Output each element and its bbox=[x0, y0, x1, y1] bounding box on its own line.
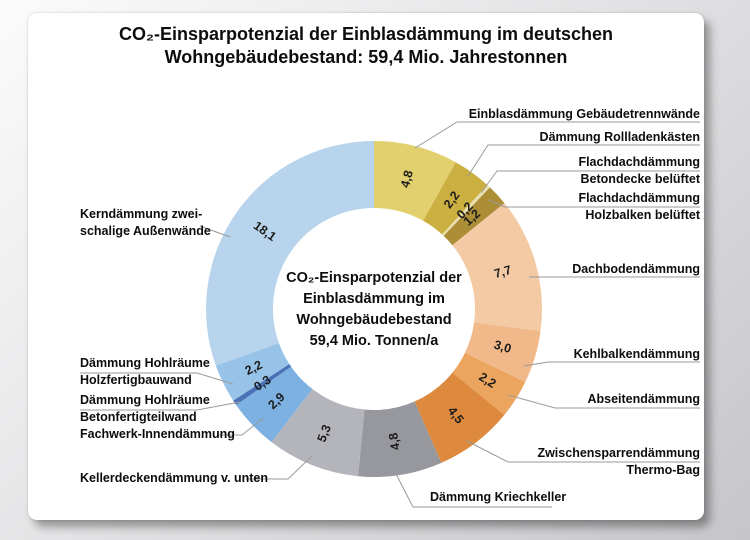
leader-line-6 bbox=[507, 394, 700, 409]
callout-label-7: Zwischensparrendämmung Thermo-Bag bbox=[400, 445, 700, 479]
center-label-line3: Wohngebäudebestand bbox=[296, 312, 452, 328]
callout-label-2-line1: Betondecke belüftet bbox=[580, 172, 700, 186]
center-label-line2: Einblasdämmung im bbox=[303, 291, 445, 307]
callout-label-2-line0: Flachdachdämmung bbox=[578, 155, 700, 169]
donut-segment-11 bbox=[233, 364, 292, 405]
donut-segment-5 bbox=[464, 322, 541, 383]
leader-line-3 bbox=[488, 199, 700, 208]
callout-label-6: Abseitendämmung bbox=[400, 391, 700, 408]
callout-label-7-line0: Zwischensparrendämmung bbox=[537, 446, 700, 460]
leader-line-8 bbox=[393, 469, 552, 508]
callout-label-5: Kehlbalkendämmung bbox=[400, 346, 700, 363]
callout-label-1: Dämmung Rollladenkästen bbox=[400, 129, 700, 146]
leader-line-2 bbox=[480, 170, 700, 194]
callout-label-11-line1: Betonfertigteilwand bbox=[80, 410, 197, 424]
donut-segment-13 bbox=[206, 141, 374, 366]
callout-label-1-line0: Dämmung Rollladenkästen bbox=[539, 130, 700, 144]
callout-label-12: Dämmung Hohlräume Holzfertigbauwand bbox=[80, 355, 310, 389]
callout-label-0: Einblasdämmung Gebäudetrennwände bbox=[400, 106, 700, 123]
callout-label-9: Kellerdeckendämmung v. unten bbox=[80, 470, 310, 487]
callout-label-3-line0: Flachdachdämmung bbox=[578, 191, 700, 205]
leader-line-9 bbox=[246, 455, 313, 480]
donut-segment-12 bbox=[215, 343, 290, 401]
donut-center-label: CO₂-Einsparpotenzial der Einblasdämmung … bbox=[264, 268, 484, 352]
leader-line-11 bbox=[80, 401, 241, 411]
callout-label-13-line0: Kerndämmung zwei- bbox=[80, 207, 203, 221]
chart-title: CO₂-Einsparpotenzial der Einblasdämmung … bbox=[28, 23, 704, 69]
callout-label-8: Dämmung Kriechkeller bbox=[430, 489, 650, 506]
callout-label-11: Dämmung Hohlräume Betonfertigteilwand bbox=[80, 392, 310, 426]
callout-label-6-line0: Abseitendämmung bbox=[587, 392, 700, 406]
donut-segment-4 bbox=[452, 203, 542, 332]
callout-label-9-line0: Kellerdeckendämmung v. unten bbox=[80, 471, 269, 485]
callout-label-13-line1: schalige Außenwände bbox=[80, 224, 211, 238]
leader-line-13 bbox=[199, 225, 231, 238]
leader-line-1 bbox=[467, 144, 700, 177]
chart-title-line2: Wohngebäudebestand: 59,4 Mio. Jahrestonn… bbox=[164, 47, 568, 67]
donut-segment-3 bbox=[443, 187, 505, 246]
callout-label-3: Flachdachdämmung Holzbalken belüftet bbox=[400, 190, 700, 224]
callout-label-12-line1: Holzfertigbauwand bbox=[80, 373, 192, 387]
center-label-line4: 59,4 Mio. Tonnen/a bbox=[309, 333, 439, 349]
callout-label-12-line0: Dämmung Hohlräume bbox=[80, 356, 210, 370]
donut-segment-10 bbox=[236, 366, 313, 443]
callout-label-4-line0: Dachbodendämmung bbox=[572, 262, 700, 276]
leader-line-5 bbox=[523, 361, 700, 367]
donut-segment-0 bbox=[374, 141, 456, 221]
leader-line-12 bbox=[80, 372, 234, 385]
chart-title-line1: CO₂-Einsparpotenzial der Einblasdämmung … bbox=[118, 24, 614, 44]
donut-segment-6 bbox=[452, 352, 526, 415]
donut-segment-1 bbox=[423, 162, 488, 235]
callout-label-10-line0: Fachwerk-Innendämmung bbox=[80, 427, 235, 441]
leader-line-0 bbox=[414, 121, 700, 149]
donut-segment-2 bbox=[442, 184, 490, 236]
value-label-0: 4,8 bbox=[398, 169, 416, 189]
value-label-8: 4,8 bbox=[386, 432, 403, 451]
donut-segment-8 bbox=[358, 401, 442, 478]
callout-label-10: Fachwerk-Innendämmung bbox=[80, 426, 310, 443]
callout-label-0-line0: Einblasdämmung Gebäudetrennwände bbox=[468, 107, 700, 121]
callout-label-8-line0: Dämmung Kriechkeller bbox=[430, 490, 567, 504]
callout-label-5-line0: Kehlbalkendämmung bbox=[573, 347, 700, 361]
value-label-5: 3,0 bbox=[492, 338, 513, 356]
leader-line-7 bbox=[466, 440, 700, 463]
donut-segment-7 bbox=[414, 372, 505, 463]
value-label-4: 7,7 bbox=[492, 263, 513, 281]
callout-label-4: Dachbodendämmung bbox=[400, 261, 700, 278]
callout-label-11-line0: Dämmung Hohlräume bbox=[80, 393, 210, 407]
callout-label-13: Kerndämmung zwei-schalige Außenwände bbox=[80, 206, 310, 240]
value-label-12: 2,2 bbox=[243, 358, 265, 378]
leader-line-10 bbox=[218, 417, 264, 436]
value-label-9: 5,3 bbox=[315, 423, 334, 444]
callout-label-2: Flachdachdämmung Betondecke belüftet bbox=[400, 154, 700, 188]
donut-segment-9 bbox=[271, 389, 365, 477]
callout-label-3-line1: Holzbalken belüftet bbox=[585, 208, 700, 222]
callout-label-7-line1: Thermo-Bag bbox=[626, 463, 700, 477]
center-label-line1: CO₂-Einsparpotenzial der bbox=[286, 270, 462, 286]
